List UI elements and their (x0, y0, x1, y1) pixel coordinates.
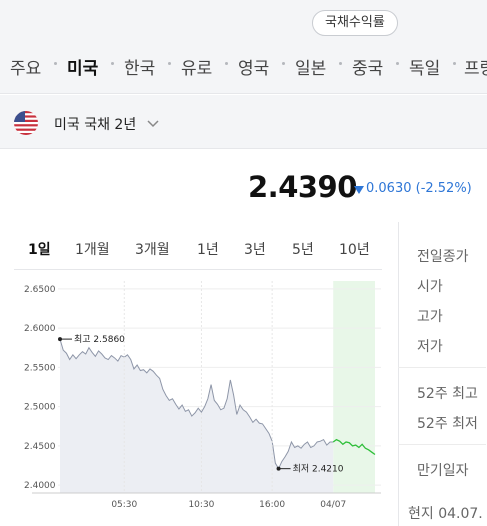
panel-divider (398, 222, 399, 526)
tab-1y[interactable]: 1년 (197, 242, 219, 258)
y-tick-label: 2.5000 (24, 403, 56, 413)
series-line-previous (59, 338, 334, 470)
tab-germany[interactable]: 독일 (409, 59, 441, 79)
tab-separator (54, 62, 57, 65)
period-tabs: 1일 1개월 3개월 1년 3년 5년 10년 (14, 230, 382, 270)
high-label: 최고 2.5860 (74, 334, 125, 345)
tab-10y[interactable]: 10년 (339, 242, 370, 258)
top-chip-row: 국채수익률 (0, 0, 487, 44)
tab-japan[interactable]: 일본 (295, 59, 327, 79)
x-tick-label: 16:00 (259, 500, 285, 510)
intraday-yield-chart: 2.6500 2.6000 2.5500 2.5000 2.4500 2.4000 05:3… (24, 281, 381, 510)
price-change: 0.0630 (-2.52%) (366, 181, 472, 196)
info-52w-high: 52주 최고 (417, 386, 478, 402)
series-area (60, 339, 334, 493)
tab-separator (339, 62, 342, 65)
tab-5y[interactable]: 5년 (292, 242, 314, 258)
tab-3y[interactable]: 3년 (244, 242, 266, 258)
tab-usa[interactable]: 미국 (67, 59, 99, 79)
y-tick-label: 2.4500 (24, 442, 56, 452)
today-region (333, 281, 375, 493)
info-high: 고가 (417, 309, 443, 325)
info-divider (398, 444, 486, 445)
info-prev-close: 전일종가 (417, 249, 469, 265)
local-time: 현지 04.07. 0 (408, 506, 487, 522)
bond-yield-chip[interactable]: 국채수익률 (312, 10, 398, 36)
tab-1d[interactable]: 1일 (28, 242, 51, 258)
y-tick-label: 2.5500 (24, 363, 56, 373)
country-tabs: 주요 미국 한국 유로 영국 일본 중국 독일 프랑 (0, 44, 487, 94)
y-tick-label: 2.6000 (24, 324, 56, 334)
info-52w-low: 52주 최저 (417, 416, 478, 432)
tab-korea[interactable]: 한국 (124, 59, 156, 79)
info-maturity: 만기일자 (417, 463, 469, 479)
tab-separator (282, 62, 285, 65)
tab-3m[interactable]: 3개월 (135, 242, 170, 258)
tab-1m[interactable]: 1개월 (75, 242, 110, 258)
low-label: 최저 2.4210 (293, 464, 344, 475)
down-arrow-icon (354, 186, 364, 194)
x-tick-label: 04/07 (320, 500, 346, 510)
info-low: 저가 (417, 339, 443, 355)
tab-separator (225, 62, 228, 65)
us-flag-icon (14, 111, 38, 135)
tab-china[interactable]: 중국 (352, 59, 384, 79)
tab-euro[interactable]: 유로 (181, 59, 213, 79)
tab-main[interactable]: 주요 (10, 59, 42, 79)
x-tick-label: 05:30 (111, 500, 137, 510)
y-tick-label: 2.6500 (24, 285, 56, 295)
tab-france[interactable]: 프랑 (464, 59, 487, 79)
tab-separator (168, 62, 171, 65)
x-tick-label: 10:30 (188, 500, 214, 510)
info-open: 시가 (417, 279, 443, 295)
tab-separator (453, 62, 456, 65)
chevron-down-icon[interactable] (146, 115, 160, 134)
series-line-today (332, 438, 376, 456)
tab-uk[interactable]: 영국 (238, 59, 270, 79)
tab-separator (396, 62, 399, 65)
bond-name: 미국 국채 2년 (54, 117, 137, 133)
y-tick-label: 2.4000 (24, 481, 56, 491)
quote-row: 2.4390 0.0630 (-2.52%) (0, 170, 487, 214)
info-divider (398, 367, 486, 368)
current-price: 2.4390 (248, 170, 357, 204)
tab-separator (111, 62, 114, 65)
bond-selector[interactable]: 미국 국채 2년 (0, 95, 487, 149)
